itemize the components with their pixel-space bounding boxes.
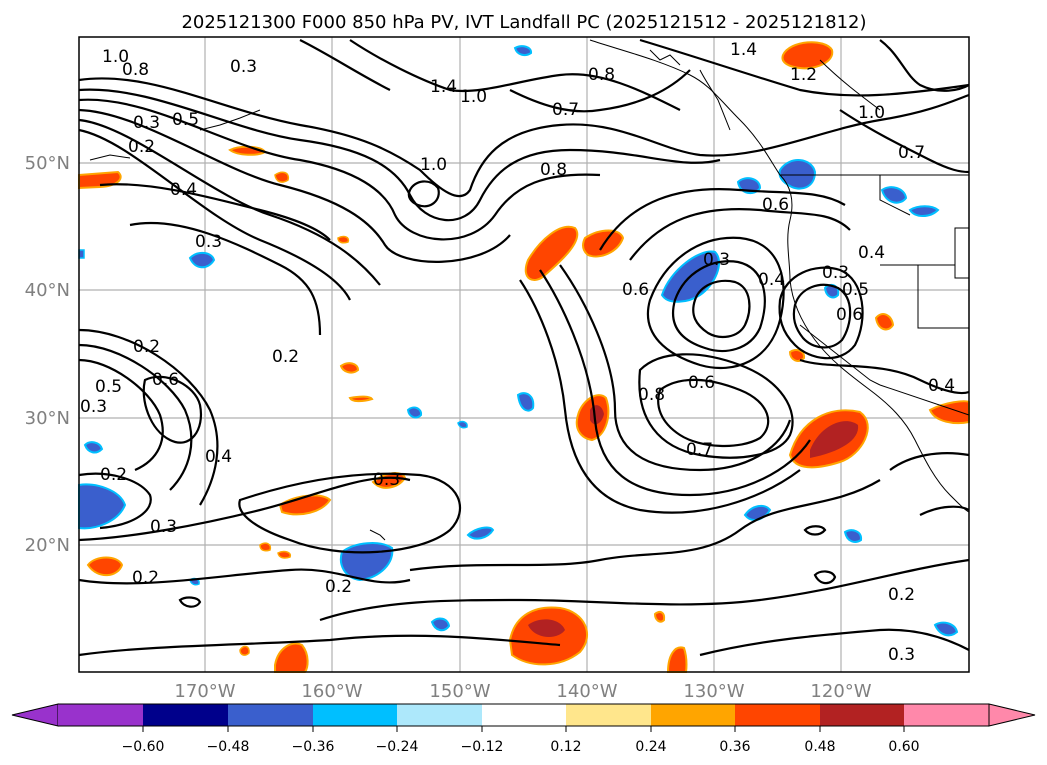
colorbar-extend-left [11, 703, 59, 727]
contour-label: 0.2 [133, 337, 160, 357]
colorbar-swatch [820, 704, 904, 726]
colorbar-tick-label: 0.24 [635, 739, 666, 755]
contour-label: 0.2 [888, 585, 915, 605]
contour-label: 0.6 [762, 195, 789, 215]
lon-label: 170°W [174, 681, 235, 702]
contour-label: 0.2 [128, 137, 155, 157]
colorbar-swatch [58, 704, 143, 726]
pv-contours [78, 38, 970, 657]
colorbar-swatch [397, 704, 482, 726]
colorbar-extend-right [988, 703, 1036, 727]
contour-labels: 1.0 0.8 0.3 0.5 0.3 0.2 0.4 0.3 1.0 0.8 … [80, 40, 955, 665]
contour-label: 0.7 [686, 440, 713, 460]
contour-label: 0.2 [132, 568, 159, 588]
lat-label: 20°N [25, 535, 70, 556]
colorbar-tick-label: −0.60 [122, 739, 165, 755]
colorbar-tick-label: 0.36 [719, 739, 750, 755]
colorbar: −0.60 −0.48 −0.36 −0.24 −0.12 0.12 0.24 … [11, 703, 1036, 755]
map-frame [78, 36, 970, 673]
colorbar-swatch [143, 704, 228, 726]
figure-title: 2025121300 F000 850 hPa PV, IVT Landfall… [181, 12, 866, 33]
contour-label: 0.3 [133, 113, 160, 133]
contour-label: 0.4 [928, 376, 955, 396]
colorbar-tick-label: −0.48 [207, 739, 250, 755]
contour-label: 0.4 [758, 270, 785, 290]
contour-label: 0.3 [888, 645, 915, 665]
contour-label: 0.2 [100, 465, 127, 485]
lat-label: 30°N [25, 408, 70, 429]
contour-label: 0.3 [150, 517, 177, 537]
lon-label: 150°W [429, 681, 490, 702]
gridlines [79, 37, 969, 672]
positive-shading [78, 41, 970, 673]
contour-label: 0.3 [822, 263, 849, 283]
lon-label: 120°W [810, 681, 871, 702]
lat-label: 40°N [25, 280, 70, 301]
contour-label: 0.3 [373, 470, 400, 490]
contour-label: 0.8 [122, 60, 149, 80]
colorbar-tick-label: 0.48 [804, 739, 835, 755]
contour-label: 0.5 [172, 110, 199, 130]
colorbar-tick-label: −0.24 [376, 739, 419, 755]
contour-label: 1.0 [420, 155, 447, 175]
contour-label: 0.3 [195, 232, 222, 252]
lon-label: 160°W [301, 681, 362, 702]
contour-label: 1.2 [790, 65, 817, 85]
contour-label: 0.7 [898, 143, 925, 163]
colorbar-swatch [566, 704, 651, 726]
colorbar-swatch [228, 704, 313, 726]
longitude-labels: 170°W 160°W 150°W 140°W 130°W 120°W [174, 681, 871, 702]
colorbar-swatch [482, 704, 566, 726]
contour-label: 0.8 [540, 160, 567, 180]
colorbar-swatch [735, 704, 820, 726]
colorbar-ticks: −0.60 −0.48 −0.36 −0.24 −0.12 0.12 0.24 … [122, 726, 920, 755]
contour-label: 0.8 [638, 385, 665, 405]
coastlines [89, 39, 970, 541]
contour-label: 1.0 [460, 87, 487, 107]
contour-label: 0.3 [80, 397, 107, 417]
colorbar-swatch [904, 704, 989, 726]
contour-label: 0.3 [230, 57, 257, 77]
contour-label: 0.6 [152, 370, 179, 390]
contour-label: 1.0 [102, 47, 129, 67]
contour-label: 0.4 [858, 243, 885, 263]
contour-label: 1.4 [730, 40, 757, 60]
lon-label: 140°W [556, 681, 617, 702]
lon-label: 130°W [683, 681, 744, 702]
contour-label: 0.4 [170, 180, 197, 200]
contour-label: 1.4 [430, 77, 457, 97]
colorbar-tick-label: 0.60 [888, 739, 919, 755]
contour-label: 0.2 [325, 577, 352, 597]
contour-label: 1.0 [858, 103, 885, 123]
contour-label: 0.2 [272, 347, 299, 367]
contour-label: 0.6 [688, 373, 715, 393]
contour-label: 0.6 [836, 305, 863, 325]
colorbar-swatch [651, 704, 735, 726]
colorbar-tick-label: 0.12 [550, 739, 581, 755]
contour-label: 0.8 [588, 65, 615, 85]
colorbar-tick-label: −0.12 [461, 739, 504, 755]
latitude-labels: 50°N 40°N 30°N 20°N [25, 153, 70, 556]
contour-label: 0.6 [622, 280, 649, 300]
colorbar-swatch [313, 704, 397, 726]
contour-label: 0.4 [205, 447, 232, 467]
map-panel [78, 36, 970, 673]
contour-label: 0.3 [703, 250, 730, 270]
lat-label: 50°N [25, 153, 70, 174]
contour-label: 0.7 [552, 100, 579, 120]
colorbar-tick-label: −0.36 [292, 739, 335, 755]
contour-label: 0.5 [95, 377, 122, 397]
contour-label: 0.5 [842, 280, 869, 300]
